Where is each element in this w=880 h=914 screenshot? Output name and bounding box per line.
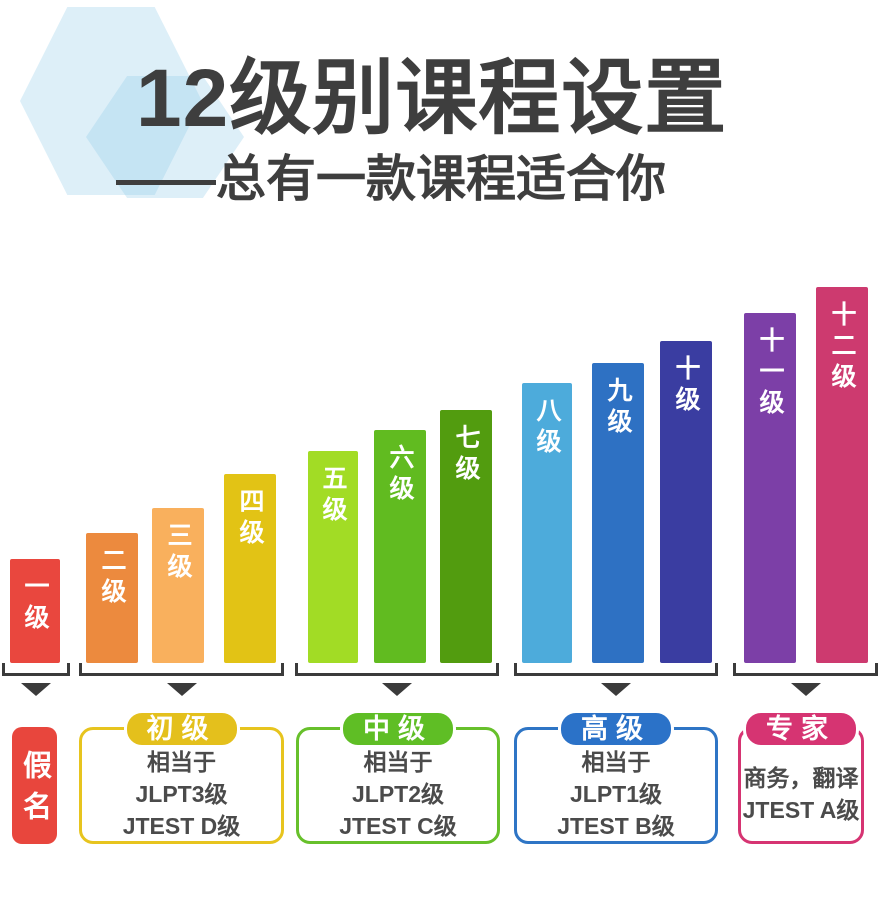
card-advanced: 高级 相当于 JLPT1级 JTEST B级 bbox=[514, 710, 718, 844]
arrow-down-icon bbox=[21, 683, 51, 696]
card-line: 相当于 bbox=[363, 748, 433, 775]
bar-label-11: 十一级 bbox=[756, 327, 784, 420]
card-kana: 假名 bbox=[12, 727, 57, 844]
bracket-advanced bbox=[514, 663, 718, 676]
card-line: JLPT1级 bbox=[569, 780, 663, 807]
bar-label-10: 十级 bbox=[672, 355, 700, 417]
card-line: 商务，翻译 bbox=[743, 764, 859, 791]
arrow-down-icon bbox=[382, 683, 412, 696]
bar-label-1: 一级 bbox=[21, 573, 49, 635]
card-body-advanced: 相当于 JLPT1级 JTEST B级 bbox=[517, 746, 715, 841]
card-line: JLPT2级 bbox=[351, 780, 445, 807]
card-line: JTEST B级 bbox=[557, 812, 675, 839]
bar-label-12: 十二级 bbox=[828, 301, 856, 394]
bar-level-8: 八级 bbox=[522, 383, 572, 663]
arrow-down-icon bbox=[601, 683, 631, 696]
bar-level-7: 七级 bbox=[440, 410, 492, 663]
bracket-kana bbox=[2, 663, 70, 676]
bar-label-9: 九级 bbox=[604, 377, 632, 439]
card-pill-beginner: 初级 bbox=[123, 710, 240, 748]
bar-level-5: 五级 bbox=[308, 451, 358, 663]
bar-level-10: 十级 bbox=[660, 341, 712, 663]
card-body-beginner: 相当于 JLPT3级 JTEST D级 bbox=[82, 746, 281, 841]
card-line: JTEST D级 bbox=[122, 812, 241, 839]
arrow-down-icon bbox=[790, 683, 821, 696]
bar-level-1: 一级 bbox=[10, 559, 60, 663]
card-intermediate: 中级 相当于 JLPT2级 JTEST C级 bbox=[296, 710, 500, 844]
bar-chart: 一级 二级 三级 四级 五级 六级 七级 八级 九级 十级 十一级 十二级 bbox=[10, 287, 868, 663]
card-line: 相当于 bbox=[147, 748, 216, 775]
bar-label-7: 七级 bbox=[452, 424, 480, 486]
card-expert: 专家商务，翻译 JTEST A级 bbox=[738, 710, 864, 844]
card-body-expert: 商务，翻译 JTEST A级 bbox=[741, 746, 861, 841]
page-title: 12级别课程设置 bbox=[136, 53, 728, 144]
card-pill-expert: 专家 bbox=[743, 710, 859, 748]
bar-label-8: 八级 bbox=[533, 397, 561, 459]
card-pill-advanced: 高级 bbox=[558, 710, 674, 748]
bracket-expert bbox=[733, 663, 878, 676]
bracket-beginner bbox=[79, 663, 284, 676]
bar-label-5: 五级 bbox=[319, 465, 347, 527]
card-line: JLPT3级 bbox=[135, 780, 228, 807]
card-label-kana: 假名 bbox=[18, 749, 51, 832]
bar-level-11: 十一级 bbox=[744, 313, 796, 663]
bar-level-6: 六级 bbox=[374, 430, 426, 663]
bar-level-9: 九级 bbox=[592, 363, 644, 663]
bar-label-3: 三级 bbox=[164, 522, 192, 584]
bar-label-6: 六级 bbox=[386, 444, 414, 506]
arrow-down-icon bbox=[166, 683, 197, 696]
bar-level-2: 二级 bbox=[86, 533, 138, 663]
card-line: JTEST C级 bbox=[339, 812, 457, 839]
card-body-intermediate: 相当于 JLPT2级 JTEST C级 bbox=[299, 746, 497, 841]
bar-level-3: 三级 bbox=[152, 508, 204, 663]
bracket-intermediate bbox=[295, 663, 499, 676]
card-line: 相当于 bbox=[581, 748, 651, 775]
bar-label-4: 四级 bbox=[236, 488, 264, 550]
bar-level-4: 四级 bbox=[224, 474, 276, 663]
bar-label-2: 二级 bbox=[98, 547, 126, 609]
card-pill-intermediate: 中级 bbox=[340, 710, 456, 748]
bar-level-12: 十二级 bbox=[816, 287, 868, 663]
card-line: JTEST A级 bbox=[742, 796, 860, 823]
card-beginner: 初级 相当于 JLPT3级 JTEST D级 bbox=[79, 710, 284, 844]
page-subtitle: ——总有一款课程适合你 bbox=[116, 151, 666, 207]
